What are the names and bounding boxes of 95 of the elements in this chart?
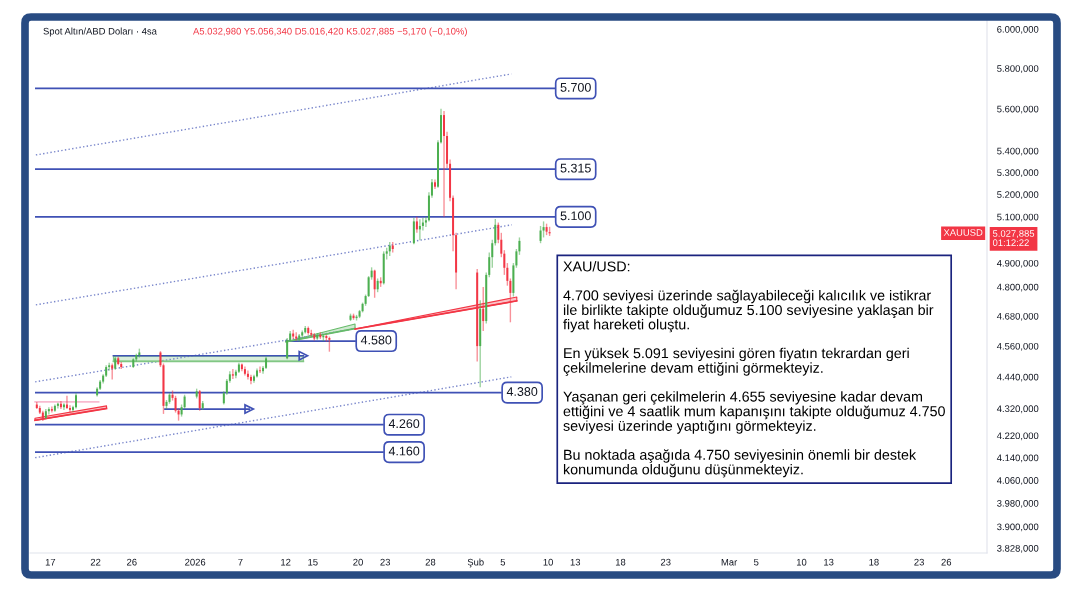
x-tick-label: 26 <box>127 558 137 566</box>
candlestick <box>349 312 352 322</box>
candlestick <box>174 395 177 414</box>
candlestick <box>180 403 183 418</box>
candlestick <box>503 249 506 276</box>
text: 5.027,885 01:12:22 <box>992 230 1035 246</box>
y-tick-label: 5.200,000 <box>997 191 1039 200</box>
candlestick <box>370 266 373 281</box>
x-tick-label: 28 <box>425 558 436 566</box>
x-tick-label: 12 <box>281 558 291 566</box>
candlestick <box>542 220 545 239</box>
y-tick-label: 4.060,000 <box>996 477 1039 485</box>
candlestick <box>71 405 74 413</box>
candlestick <box>75 392 77 410</box>
x-tick-label: 7 <box>238 558 243 566</box>
x-tick-label: 23 <box>660 558 671 566</box>
series-label: 5.700 <box>560 82 591 92</box>
candlestick <box>515 248 518 269</box>
x-tick-label: 5 <box>500 558 506 566</box>
x-tick-label: 22 <box>90 558 101 566</box>
candlestick <box>138 347 141 359</box>
x-tick-label: 10 <box>543 558 553 566</box>
candlestick <box>183 394 186 410</box>
y-tick-label: 4.140,000 <box>996 454 1039 463</box>
candlestick <box>325 334 328 343</box>
x-tick-label: 18 <box>615 558 626 566</box>
candlestick <box>50 405 53 414</box>
y-tick-label: 4.440,000 <box>996 373 1039 382</box>
candlestick <box>56 401 59 410</box>
candlestick <box>424 216 427 228</box>
x-tick-label: Şub <box>467 558 484 568</box>
y-tick-label: 3.828,000 <box>997 544 1039 553</box>
candlestick <box>548 226 551 237</box>
x-tick-label: 2026 <box>185 558 206 566</box>
candlestick <box>509 277 512 323</box>
y-tick-label: 4.800,000 <box>996 283 1039 292</box>
series-label: 4.260 <box>388 419 420 429</box>
y-tick-label: 3.900,000 <box>997 523 1039 532</box>
y-tick-label: 3.980,000 <box>997 500 1039 508</box>
candlestick <box>518 236 521 256</box>
x-tick-label: 26 <box>941 558 952 566</box>
annotation: XAUUSD <box>943 229 983 236</box>
text: XAU/USD: 4.700 seviyesi üzerinde sağlayabileceği kalıcılık ve istikrar ile birlikte takipte olduğumuz 5.100 seviyesine yaklaşan bir fiyat hareketi oluştu. En yüksek 5.091 seviyesini gören fiyatın tekrardan geri çekilmelerine devam ettiğini görmekteyiz. Yaşanan geri çekilmelerin 4.655 seviyesine kadar devam ettiğini ve 4 saatlik mum kapanışını takipte olduğumuz 4.750 seviyesi üzerinde yaptığını görmekteyiz. Bu noktada aşağıda 4.750 seviyesinin önemli bir destek konumunda olduğunu düşünmekteyiz. <box>563 261 945 478</box>
candlestick <box>68 404 71 414</box>
series-label: 5.315 <box>560 163 591 173</box>
candlestick <box>47 406 50 416</box>
x-tick-label: 13 <box>824 558 834 566</box>
y-tick-label: 5.600,000 <box>997 105 1039 114</box>
candlestick <box>376 277 379 293</box>
y-tick-label: 4.320,000 <box>996 405 1039 414</box>
candlestick <box>361 301 364 314</box>
x-tick-label: Mar <box>721 558 738 566</box>
y-tick-label: 5.800,000 <box>997 65 1039 73</box>
y-tick-label: 4.680,000 <box>996 312 1039 321</box>
candlestick <box>545 222 548 236</box>
candlestick <box>328 335 331 353</box>
y-tick-label: 4.220,000 <box>996 432 1039 441</box>
candlestick <box>358 309 361 319</box>
candlestick <box>108 361 111 372</box>
y-tick-label: 5.400,000 <box>997 147 1039 156</box>
y-tick-label: 4.900,000 <box>996 259 1039 268</box>
series-label: 5.100 <box>560 211 591 221</box>
x-tick-label: 17 <box>45 558 56 566</box>
x-tick-label: 18 <box>869 558 879 566</box>
candlestick <box>231 368 234 380</box>
candlestick <box>364 293 367 307</box>
y-tick-label: 5.300,000 <box>997 169 1039 178</box>
y-tick-label: 4.560,000 <box>996 342 1039 351</box>
y-tick-label: 5.100,000 <box>997 213 1039 222</box>
x-tick-label: 15 <box>308 558 318 566</box>
x-tick-label: 10 <box>796 558 807 566</box>
candlestick <box>195 387 198 400</box>
y-tick-label: 6.000,000 <box>997 26 1039 34</box>
candlestick <box>256 367 258 379</box>
x-tick-label: 13 <box>570 558 581 566</box>
candlestick <box>506 262 509 287</box>
text: A5.032,980 Y5.056,340 D5.016,420 K5.027,885 −5,170 (−0,10%) <box>193 27 467 37</box>
candlestick <box>246 369 249 381</box>
candlestick <box>316 332 319 341</box>
x-tick-label: 23 <box>914 558 924 566</box>
candlestick <box>433 178 436 190</box>
x-tick-label: 5 <box>753 558 759 566</box>
legend-label: 4.160 <box>388 446 420 456</box>
candlestick <box>367 275 370 298</box>
candlestick <box>500 232 503 258</box>
series-label: 4.380 <box>506 387 538 396</box>
candlestick <box>159 350 162 368</box>
candlestick <box>373 268 376 299</box>
x-tick-label: 23 <box>380 558 391 566</box>
candlestick <box>171 389 174 402</box>
series-label: 4.580 <box>360 335 392 345</box>
text: Spot Altın/ABD Doları · 4sa <box>43 27 157 37</box>
x-tick-label: 20 <box>353 558 363 566</box>
candlestick <box>539 225 542 244</box>
candlestick <box>168 392 171 405</box>
